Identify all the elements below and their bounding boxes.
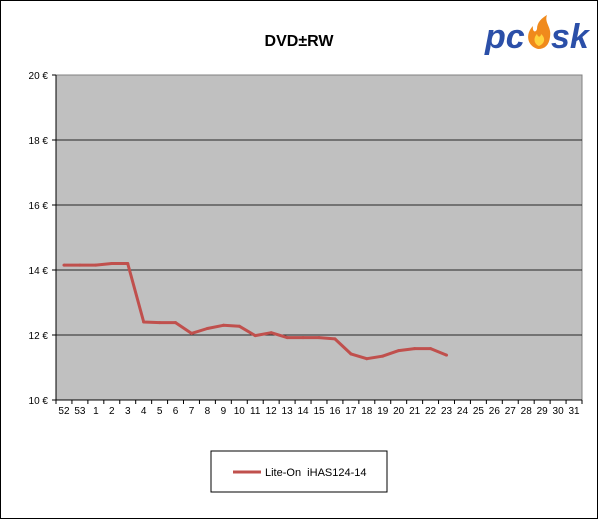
x-tick-label: 19 bbox=[377, 406, 389, 417]
data-point bbox=[221, 323, 225, 327]
x-tick-label: 13 bbox=[282, 406, 294, 417]
x-tick-label: 3 bbox=[125, 406, 131, 417]
plot-background bbox=[55, 74, 583, 401]
svg-text:sk: sk bbox=[551, 18, 591, 56]
data-point bbox=[429, 347, 433, 351]
data-point bbox=[189, 331, 193, 335]
x-tick-label: 2 bbox=[109, 406, 115, 417]
x-tick-label: 9 bbox=[221, 406, 227, 417]
x-tick-label: 24 bbox=[457, 406, 469, 417]
data-point bbox=[365, 357, 369, 361]
data-point bbox=[94, 263, 98, 267]
legend: Lite-On iHAS124-14 bbox=[210, 450, 388, 493]
data-point bbox=[381, 354, 385, 358]
y-tick-label: 10 € bbox=[29, 396, 49, 407]
x-tick-label: 4 bbox=[141, 406, 147, 417]
data-point bbox=[142, 320, 146, 324]
y-tick-label: 20 € bbox=[29, 71, 49, 82]
x-tick-label: 12 bbox=[266, 406, 278, 417]
x-tick-label: 21 bbox=[409, 406, 421, 417]
data-point bbox=[174, 321, 178, 325]
y-tick-label: 14 € bbox=[29, 266, 49, 277]
series-layer bbox=[62, 262, 449, 361]
x-tick-label: 14 bbox=[297, 406, 309, 417]
x-tick-label: 30 bbox=[553, 406, 565, 417]
svg-text:pc: pc bbox=[484, 18, 525, 56]
y-tick-label: 12 € bbox=[29, 331, 49, 342]
x-tick-label: 6 bbox=[173, 406, 179, 417]
x-tick-label: 26 bbox=[489, 406, 501, 417]
x-tick-label: 29 bbox=[537, 406, 549, 417]
data-point bbox=[397, 349, 401, 353]
data-point bbox=[110, 262, 114, 265]
pcsk-logo: pc sk bbox=[484, 15, 591, 56]
x-tick-label: 17 bbox=[345, 406, 357, 417]
flame-icon bbox=[528, 15, 551, 49]
data-point bbox=[237, 324, 241, 328]
x-tick-label: 20 bbox=[393, 406, 405, 417]
x-tick-label: 53 bbox=[74, 406, 86, 417]
data-point bbox=[253, 334, 257, 338]
x-tick-label: 18 bbox=[361, 406, 373, 417]
legend-label: Lite-On iHAS124-14 bbox=[265, 467, 367, 479]
x-tick-label: 10 bbox=[234, 406, 246, 417]
data-point bbox=[269, 331, 273, 335]
x-tick-label: 52 bbox=[58, 406, 70, 417]
data-point bbox=[205, 327, 209, 330]
x-tick-label: 27 bbox=[505, 406, 517, 417]
x-tick-label: 31 bbox=[568, 406, 580, 417]
x-tick-label: 25 bbox=[473, 406, 485, 417]
x-tick-label: 7 bbox=[189, 406, 195, 417]
data-point bbox=[158, 321, 162, 325]
data-point bbox=[413, 347, 417, 351]
data-point bbox=[317, 336, 321, 340]
data-point bbox=[62, 263, 66, 267]
y-tick-label: 18 € bbox=[29, 136, 49, 147]
x-tick-label: 1 bbox=[93, 406, 99, 417]
x-tick-label: 8 bbox=[205, 406, 211, 417]
data-point bbox=[445, 353, 449, 357]
x-tick-label: 11 bbox=[250, 406, 261, 417]
x-tick-label: 15 bbox=[313, 406, 325, 417]
data-point bbox=[126, 262, 130, 265]
y-tick-label: 16 € bbox=[29, 201, 49, 212]
y-axis: 10 € 12 € 14 € 16 € 18 € 20 € bbox=[29, 71, 57, 407]
x-tick-label: 28 bbox=[521, 406, 533, 417]
x-tick-label: 16 bbox=[329, 406, 341, 417]
chart-title: DVD±RW bbox=[265, 33, 335, 50]
x-tick-label: 5 bbox=[157, 406, 163, 417]
x-tick-label: 22 bbox=[425, 406, 437, 417]
gridlines bbox=[56, 139, 582, 336]
data-point bbox=[285, 336, 289, 340]
plot-area: 10 €12 €14 €16 €18 €20 € 52 53 1 2 3 4 5 6 7 8 9 10… bbox=[29, 71, 583, 417]
data-point bbox=[301, 336, 305, 340]
data-point bbox=[349, 352, 353, 356]
data-point bbox=[78, 263, 82, 267]
x-tick-label: 23 bbox=[441, 406, 453, 417]
data-point bbox=[333, 337, 337, 341]
x-axis: 52 53 1 2 3 4 5 6 7 8 9 10 11 12 13 14 15 16 17 18 19 20 21 22 2… bbox=[55, 399, 583, 417]
